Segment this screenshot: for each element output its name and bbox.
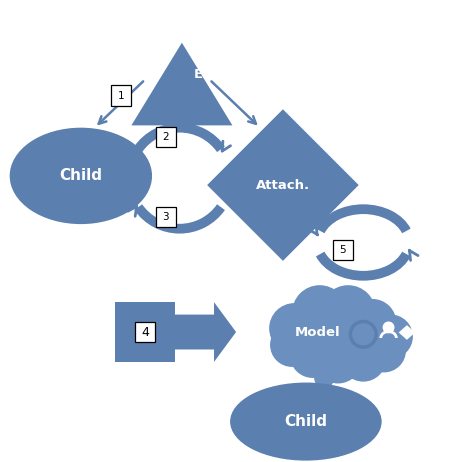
- FancyBboxPatch shape: [135, 322, 155, 342]
- Polygon shape: [207, 109, 359, 261]
- Polygon shape: [399, 325, 415, 340]
- FancyBboxPatch shape: [111, 85, 131, 106]
- Bar: [115, 302, 175, 362]
- Text: 1: 1: [118, 91, 125, 101]
- Text: Attach.: Attach.: [256, 179, 310, 192]
- Text: Model: Model: [294, 327, 340, 340]
- Circle shape: [383, 322, 394, 334]
- Text: 3: 3: [163, 212, 169, 222]
- Circle shape: [314, 368, 334, 388]
- Circle shape: [340, 336, 386, 382]
- Circle shape: [369, 315, 413, 359]
- Circle shape: [310, 308, 366, 365]
- Circle shape: [320, 285, 376, 340]
- Circle shape: [362, 328, 406, 372]
- Text: 2: 2: [163, 132, 169, 142]
- Polygon shape: [131, 43, 232, 125]
- Text: 5: 5: [339, 245, 346, 255]
- Polygon shape: [175, 302, 236, 362]
- Circle shape: [270, 323, 314, 367]
- Text: Child: Child: [59, 168, 102, 183]
- Text: Child: Child: [284, 414, 328, 429]
- FancyBboxPatch shape: [156, 207, 176, 227]
- Text: 4: 4: [141, 326, 149, 339]
- Ellipse shape: [9, 128, 152, 224]
- Circle shape: [292, 285, 347, 340]
- Circle shape: [290, 332, 336, 378]
- Circle shape: [269, 303, 319, 353]
- Circle shape: [348, 299, 396, 346]
- FancyBboxPatch shape: [333, 240, 353, 261]
- Circle shape: [319, 362, 338, 380]
- Ellipse shape: [230, 383, 382, 461]
- Circle shape: [314, 336, 362, 383]
- FancyBboxPatch shape: [156, 127, 176, 147]
- Text: Env.: Env.: [194, 68, 225, 81]
